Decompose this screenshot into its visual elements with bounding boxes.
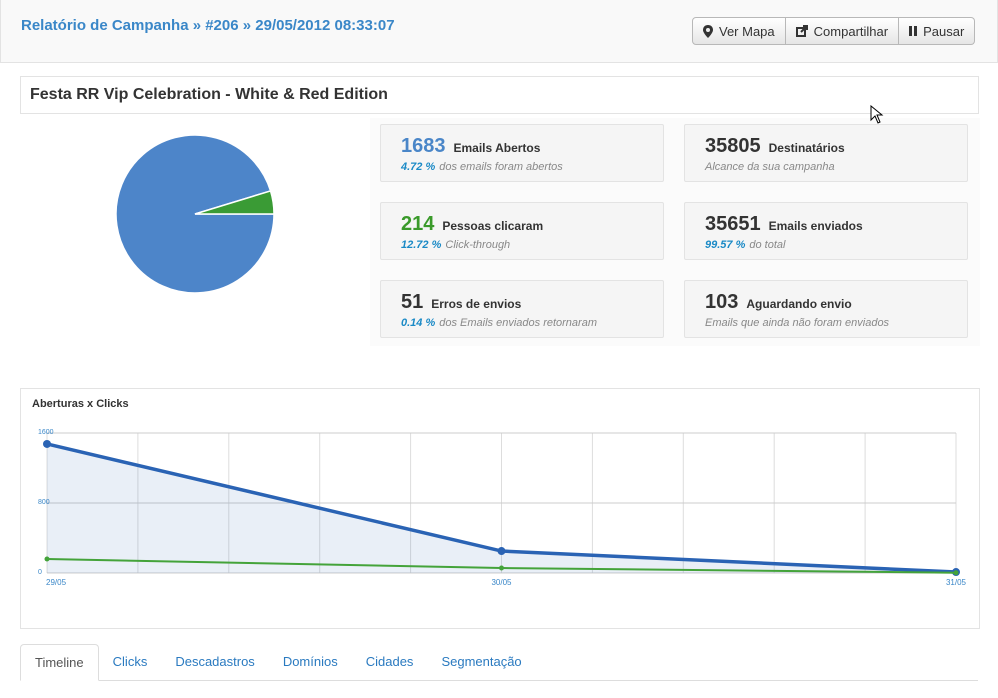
pause-icon [909, 26, 918, 36]
area [47, 443, 956, 573]
stat-note: do total [749, 239, 786, 251]
stat-percent: 0.14 % [401, 317, 436, 329]
x-tick-label: 30/05 [491, 578, 512, 587]
stat-value: 35651 [705, 213, 761, 235]
stat-note: Emails que ainda não foram enviados [705, 317, 890, 329]
y-tick-label: 1600 [38, 429, 54, 436]
data-point [44, 556, 50, 562]
tab[interactable]: Timeline [20, 644, 99, 681]
stat-card: 35805 Destinatários Alcance da sua campanh… [684, 124, 968, 182]
top-bar: Relatório de Campanha » #206 » 29/05/201… [0, 0, 998, 63]
tab[interactable]: Segmentação [441, 654, 522, 669]
stat-value-line: 35651 Emails enviados [705, 213, 863, 236]
y-tick-label: 800 [38, 499, 50, 506]
stat-note: dos emails foram abertos [439, 161, 563, 173]
campaign-title: Festa RR Vip Celebration - White & Red E… [30, 86, 388, 103]
tab[interactable]: Domínios [282, 654, 338, 669]
pin-icon [703, 24, 713, 38]
stat-card: 1683 Emails Abertos 4.72 % dos emails foram… [380, 124, 664, 182]
pie-chart [115, 134, 275, 294]
stat-note-line: 4.72 % dos emails foram abertos [401, 161, 563, 173]
stat-note-line: 0.14 % dos Emails enviados retornaram [401, 317, 597, 329]
stat-value-line: 103 Aguardando envio [705, 291, 852, 314]
stat-value-line: 51 Erros de envios [401, 291, 521, 314]
data-point [499, 565, 504, 571]
share-icon [795, 25, 808, 37]
stat-card: 214 Pessoas clicaram 12.72 % Click-through [380, 202, 664, 260]
stat-card: 103 Aguardando envio Emails que ainda não … [684, 280, 968, 338]
map-button[interactable]: Ver Mapa [692, 17, 786, 45]
stat-label: Pessoas clicaram [442, 219, 544, 233]
stat-value: 51 [401, 291, 424, 313]
stat-percent: 12.72 % [401, 239, 442, 251]
chart-title: Aberturas x Clicks [32, 398, 129, 410]
stat-card: 35651 Emails enviados 99.57 % do total [684, 202, 968, 260]
breadcrumb[interactable]: Relatório de Campanha » #206 » 29/05/201… [21, 17, 395, 34]
stat-label: Emails Abertos [453, 141, 541, 155]
data-point [43, 439, 51, 448]
button-label: Pausar [923, 23, 965, 39]
stat-value-line: 214 Pessoas clicaram [401, 213, 543, 236]
stat-label: Emails enviados [768, 219, 863, 233]
stat-label: Destinatários [768, 141, 845, 155]
stat-label: Aguardando envio [746, 297, 852, 311]
stat-note-line: Emails que ainda não foram enviados [705, 317, 889, 329]
campaign-title-box: Festa RR Vip Celebration - White & Red E… [20, 76, 979, 114]
data-point [497, 547, 506, 556]
pause-button[interactable]: Pausar [899, 17, 976, 45]
stat-note-line: 99.57 % do total [705, 239, 785, 251]
button-label: Compartilhar [813, 23, 889, 39]
tab[interactable]: Cidades [365, 654, 414, 669]
stat-value: 103 [705, 291, 739, 313]
share-button[interactable]: Compartilhar [785, 17, 900, 45]
stat-note-line: Alcance da sua campanha [705, 161, 835, 173]
stat-percent: 99.57 % [705, 239, 746, 251]
line-chart: Aberturas x Clicks 0 800 1600 29/05 30/05 31/… [32, 398, 967, 587]
line-chart-box: Aberturas x Clicks 0 800 1600 29/05 30/05 31/… [20, 388, 980, 629]
stat-note: Click-through [445, 239, 511, 251]
button-group: Ver Mapa Compartilhar Pausar [692, 17, 976, 45]
stat-value: 214 [401, 213, 435, 235]
stat-label: Erros de envios [431, 297, 522, 311]
tabs: Timeline Clicks Descadastros Domínios Cidade… [20, 644, 978, 681]
stat-card: 51 Erros de envios 0.14 % dos Emails enviad… [380, 280, 664, 338]
x-tick-label: 31/05 [946, 578, 967, 587]
stat-value: 1683 [401, 135, 446, 157]
tab[interactable]: Clicks [112, 654, 148, 669]
y-tick-label: 0 [38, 569, 42, 576]
data-point [953, 570, 959, 576]
stat-note: dos Emails enviados retornaram [439, 317, 597, 329]
button-label: Ver Mapa [719, 23, 775, 39]
stat-note-line: 12.72 % Click-through [401, 239, 510, 251]
cursor [870, 105, 884, 124]
stat-note: Alcance da sua campanha [705, 161, 835, 173]
stat-percent: 4.72 % [401, 161, 436, 173]
stat-value: 35805 [705, 135, 761, 157]
stat-value-line: 1683 Emails Abertos [401, 135, 540, 158]
stat-value-line: 35805 Destinatários [705, 135, 845, 158]
tab[interactable]: Descadastros [175, 654, 255, 669]
x-tick-label: 29/05 [46, 578, 67, 587]
pie-slice [194, 189, 275, 215]
